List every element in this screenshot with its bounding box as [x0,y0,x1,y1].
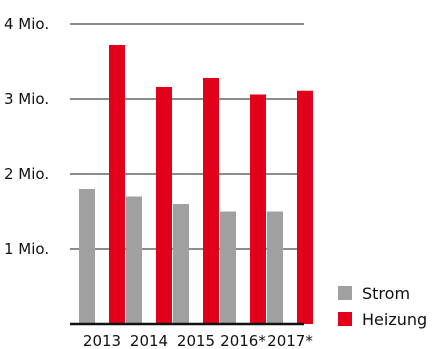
y-tick-label: 1 Mio. [4,240,49,258]
bar-heizung-2014 [156,87,172,324]
bars [79,45,313,324]
x-category-label: 2016* [220,332,266,349]
legend-swatch-strom [338,286,352,300]
x-category-label: 2014 [130,332,168,349]
legend-label-strom: Strom [362,284,410,303]
y-tick-label: 2 Mio. [4,165,49,183]
legend-swatch-heizung [338,312,352,326]
bar-strom-2013 [79,189,95,324]
y-axis-tick-labels: 1 Mio. 2 Mio. 3 Mio. 4 Mio. [4,15,49,258]
bar-heizung-2013 [109,45,125,324]
x-category-label: 2015 [177,332,215,349]
bar-heizung-2015 [203,78,219,324]
bar-heizung-2016star [250,94,266,324]
x-category-label: 2017* [267,332,313,349]
bar-strom-2016star [220,211,236,324]
legend: Strom Heizung [338,284,427,329]
y-tick-label: 4 Mio. [4,15,49,33]
x-axis-category-labels: 2013 2014 2015 2016* 2017* [83,332,313,349]
bar-strom-2015 [173,204,189,324]
x-category-label: 2013 [83,332,121,349]
bar-strom-2014 [126,196,142,324]
y-tick-label: 3 Mio. [4,90,49,108]
bar-strom-2017star [267,211,283,324]
legend-label-heizung: Heizung [362,310,427,329]
bar-heizung-2017star [297,90,313,324]
